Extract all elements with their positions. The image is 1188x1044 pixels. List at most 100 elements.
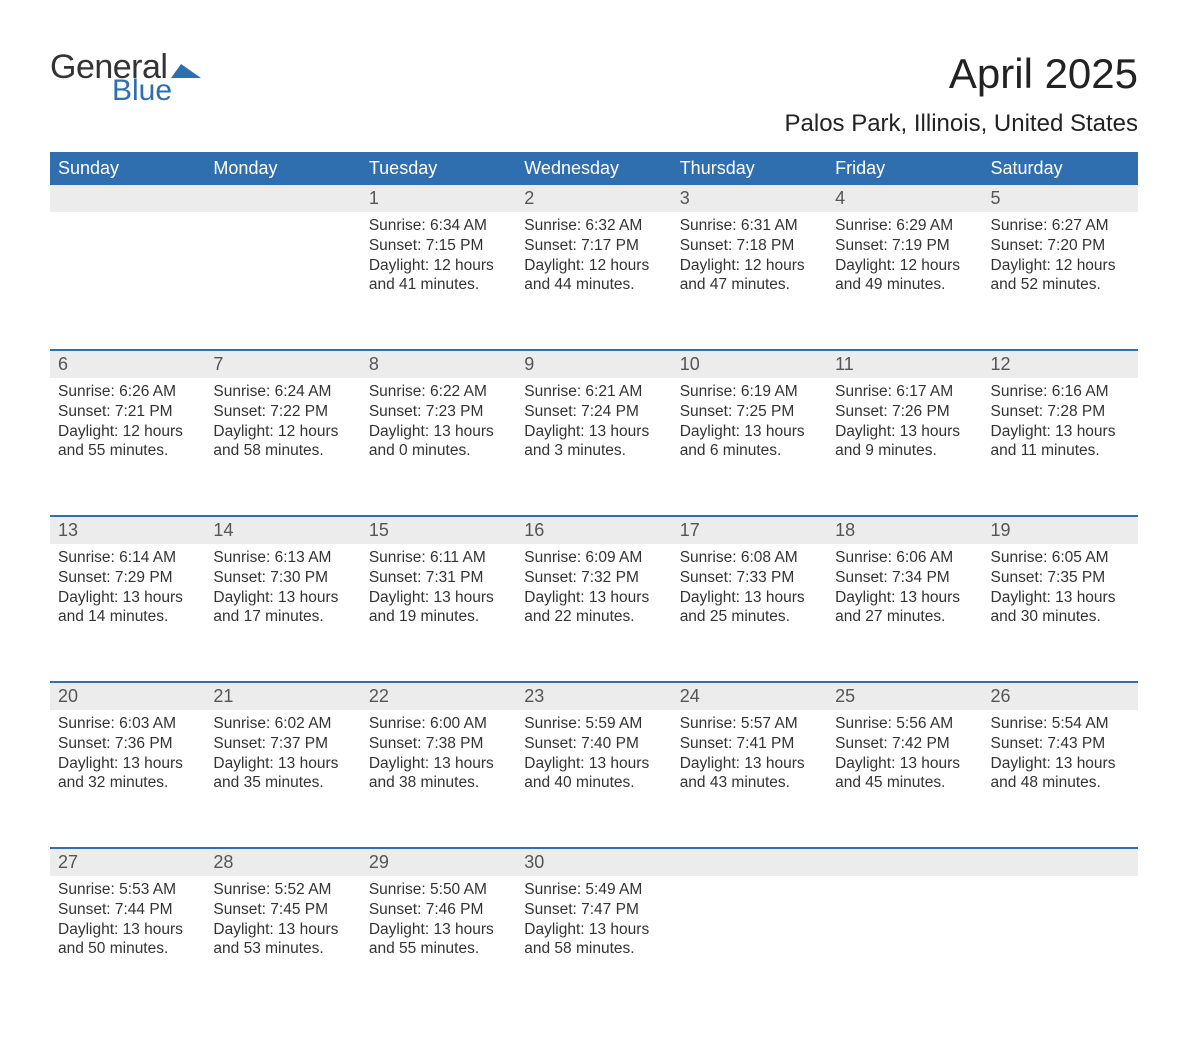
page-title: April 2025 — [785, 50, 1139, 98]
day-number-cell: 21 — [205, 683, 360, 710]
col-thursday: Thursday — [672, 152, 827, 185]
day-number-cell: 25 — [827, 683, 982, 710]
day-number: 10 — [672, 351, 827, 378]
day-body-cell — [50, 212, 205, 350]
day-number: 5 — [983, 185, 1138, 212]
week-row: Sunrise: 6:03 AMSunset: 7:36 PMDaylight:… — [50, 710, 1138, 848]
day-number: 9 — [516, 351, 671, 378]
day-number-cell: 12 — [983, 351, 1138, 378]
day-body-cell — [983, 876, 1138, 1014]
day-number: 19 — [983, 517, 1138, 544]
day-number-cell: 9 — [516, 351, 671, 378]
day-details: Sunrise: 6:26 AMSunset: 7:21 PMDaylight:… — [50, 378, 205, 469]
day-details: Sunrise: 5:57 AMSunset: 7:41 PMDaylight:… — [672, 710, 827, 801]
day-number-cell: 8 — [361, 351, 516, 378]
day-number-cell: 4 — [827, 185, 982, 212]
location-label: Palos Park, Illinois, United States — [785, 110, 1139, 138]
day-number-cell: 23 — [516, 683, 671, 710]
day-body-cell: Sunrise: 6:26 AMSunset: 7:21 PMDaylight:… — [50, 378, 205, 516]
day-number: 27 — [50, 849, 205, 876]
day-number-cell: 30 — [516, 849, 671, 876]
day-details: Sunrise: 6:09 AMSunset: 7:32 PMDaylight:… — [516, 544, 671, 635]
day-details: Sunrise: 5:52 AMSunset: 7:45 PMDaylight:… — [205, 876, 360, 967]
day-body-cell: Sunrise: 5:54 AMSunset: 7:43 PMDaylight:… — [983, 710, 1138, 848]
day-number: 22 — [361, 683, 516, 710]
day-number-cell: 18 — [827, 517, 982, 544]
daynum-row: 12345 — [50, 185, 1138, 212]
daynum-row: 6789101112 — [50, 351, 1138, 378]
day-details: Sunrise: 5:49 AMSunset: 7:47 PMDaylight:… — [516, 876, 671, 967]
day-body-cell — [205, 212, 360, 350]
day-body-cell: Sunrise: 6:29 AMSunset: 7:19 PMDaylight:… — [827, 212, 982, 350]
day-details: Sunrise: 6:24 AMSunset: 7:22 PMDaylight:… — [205, 378, 360, 469]
logo: General Blue — [50, 50, 201, 106]
weekday-header-row: Sunday Monday Tuesday Wednesday Thursday… — [50, 152, 1138, 185]
day-number-cell: 20 — [50, 683, 205, 710]
day-body-cell: Sunrise: 6:14 AMSunset: 7:29 PMDaylight:… — [50, 544, 205, 682]
day-body-cell: Sunrise: 6:08 AMSunset: 7:33 PMDaylight:… — [672, 544, 827, 682]
day-body-cell: Sunrise: 5:52 AMSunset: 7:45 PMDaylight:… — [205, 876, 360, 1014]
calendar-table: Sunday Monday Tuesday Wednesday Thursday… — [50, 152, 1138, 1014]
day-number-cell: 15 — [361, 517, 516, 544]
day-body-cell: Sunrise: 6:17 AMSunset: 7:26 PMDaylight:… — [827, 378, 982, 516]
day-details: Sunrise: 6:22 AMSunset: 7:23 PMDaylight:… — [361, 378, 516, 469]
title-block: April 2025 Palos Park, Illinois, United … — [785, 50, 1139, 138]
day-number-cell: 6 — [50, 351, 205, 378]
day-number-cell: 5 — [983, 185, 1138, 212]
header: General Blue April 2025 Palos Park, Illi… — [50, 50, 1138, 138]
week-row: Sunrise: 5:53 AMSunset: 7:44 PMDaylight:… — [50, 876, 1138, 1014]
day-number: 24 — [672, 683, 827, 710]
day-number-cell: 2 — [516, 185, 671, 212]
daynum-row: 13141516171819 — [50, 517, 1138, 544]
col-saturday: Saturday — [983, 152, 1138, 185]
day-number-cell — [205, 185, 360, 212]
day-body-cell: Sunrise: 5:59 AMSunset: 7:40 PMDaylight:… — [516, 710, 671, 848]
day-body-cell: Sunrise: 6:00 AMSunset: 7:38 PMDaylight:… — [361, 710, 516, 848]
col-sunday: Sunday — [50, 152, 205, 185]
day-number-cell: 16 — [516, 517, 671, 544]
day-body-cell: Sunrise: 5:57 AMSunset: 7:41 PMDaylight:… — [672, 710, 827, 848]
day-number: 13 — [50, 517, 205, 544]
day-body-cell: Sunrise: 5:49 AMSunset: 7:47 PMDaylight:… — [516, 876, 671, 1014]
day-body-cell: Sunrise: 6:05 AMSunset: 7:35 PMDaylight:… — [983, 544, 1138, 682]
day-body-cell: Sunrise: 6:21 AMSunset: 7:24 PMDaylight:… — [516, 378, 671, 516]
day-body-cell: Sunrise: 5:53 AMSunset: 7:44 PMDaylight:… — [50, 876, 205, 1014]
day-details: Sunrise: 6:32 AMSunset: 7:17 PMDaylight:… — [516, 212, 671, 303]
day-number: 7 — [205, 351, 360, 378]
day-body-cell: Sunrise: 5:56 AMSunset: 7:42 PMDaylight:… — [827, 710, 982, 848]
day-number-cell: 7 — [205, 351, 360, 378]
day-number-cell: 13 — [50, 517, 205, 544]
day-details: Sunrise: 6:03 AMSunset: 7:36 PMDaylight:… — [50, 710, 205, 801]
day-number-cell: 29 — [361, 849, 516, 876]
day-body-cell: Sunrise: 6:11 AMSunset: 7:31 PMDaylight:… — [361, 544, 516, 682]
day-number-cell — [983, 849, 1138, 876]
col-friday: Friday — [827, 152, 982, 185]
day-details: Sunrise: 6:31 AMSunset: 7:18 PMDaylight:… — [672, 212, 827, 303]
day-details: Sunrise: 6:02 AMSunset: 7:37 PMDaylight:… — [205, 710, 360, 801]
day-body-cell: Sunrise: 6:22 AMSunset: 7:23 PMDaylight:… — [361, 378, 516, 516]
day-details: Sunrise: 5:56 AMSunset: 7:42 PMDaylight:… — [827, 710, 982, 801]
day-body-cell: Sunrise: 6:32 AMSunset: 7:17 PMDaylight:… — [516, 212, 671, 350]
day-body-cell: Sunrise: 6:16 AMSunset: 7:28 PMDaylight:… — [983, 378, 1138, 516]
daynum-row: 20212223242526 — [50, 683, 1138, 710]
day-details: Sunrise: 6:29 AMSunset: 7:19 PMDaylight:… — [827, 212, 982, 303]
day-number: 4 — [827, 185, 982, 212]
day-details: Sunrise: 6:34 AMSunset: 7:15 PMDaylight:… — [361, 212, 516, 303]
day-details: Sunrise: 5:53 AMSunset: 7:44 PMDaylight:… — [50, 876, 205, 967]
day-details: Sunrise: 6:11 AMSunset: 7:31 PMDaylight:… — [361, 544, 516, 635]
day-number-cell: 14 — [205, 517, 360, 544]
day-number: 23 — [516, 683, 671, 710]
day-body-cell: Sunrise: 6:03 AMSunset: 7:36 PMDaylight:… — [50, 710, 205, 848]
day-number-cell: 17 — [672, 517, 827, 544]
day-number: 16 — [516, 517, 671, 544]
day-details: Sunrise: 6:06 AMSunset: 7:34 PMDaylight:… — [827, 544, 982, 635]
day-number: 25 — [827, 683, 982, 710]
day-number: 18 — [827, 517, 982, 544]
day-body-cell: Sunrise: 6:19 AMSunset: 7:25 PMDaylight:… — [672, 378, 827, 516]
day-number: 14 — [205, 517, 360, 544]
day-details: Sunrise: 6:19 AMSunset: 7:25 PMDaylight:… — [672, 378, 827, 469]
day-number-cell: 1 — [361, 185, 516, 212]
day-body-cell: Sunrise: 6:06 AMSunset: 7:34 PMDaylight:… — [827, 544, 982, 682]
week-row: Sunrise: 6:26 AMSunset: 7:21 PMDaylight:… — [50, 378, 1138, 516]
day-details: Sunrise: 6:21 AMSunset: 7:24 PMDaylight:… — [516, 378, 671, 469]
